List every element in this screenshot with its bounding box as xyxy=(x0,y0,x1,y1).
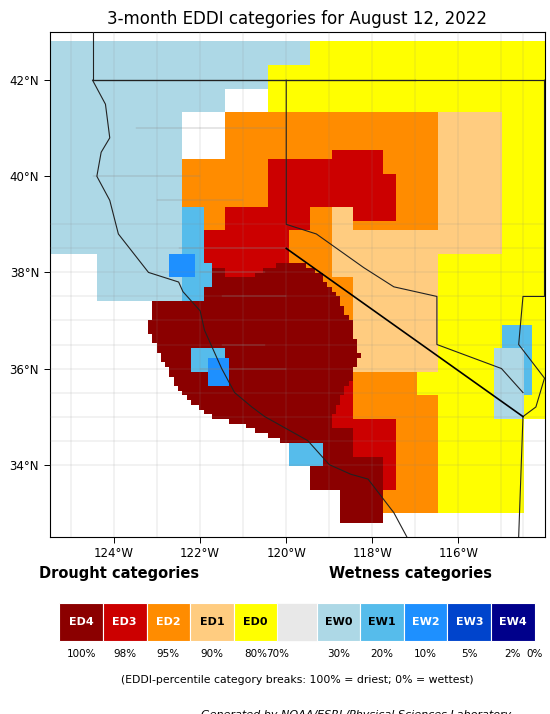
Title: 3-month EDDI categories for August 12, 2022: 3-month EDDI categories for August 12, 2… xyxy=(107,10,487,28)
Text: 20%: 20% xyxy=(371,649,394,659)
Text: 30%: 30% xyxy=(327,649,350,659)
Text: 80%: 80% xyxy=(244,649,267,659)
Bar xyxy=(146,603,190,640)
Text: ED3: ED3 xyxy=(113,617,137,627)
Text: EW4: EW4 xyxy=(499,617,527,627)
Text: 98%: 98% xyxy=(113,649,136,659)
Text: 95%: 95% xyxy=(157,649,180,659)
Text: 10%: 10% xyxy=(414,649,437,659)
Bar xyxy=(277,603,317,640)
Bar xyxy=(448,603,491,640)
Bar xyxy=(190,603,234,640)
Text: 90%: 90% xyxy=(200,649,223,659)
Text: Generated by NOAA/ESRL/Physical Sciences Laboratory: Generated by NOAA/ESRL/Physical Sciences… xyxy=(201,710,512,714)
Text: 2%: 2% xyxy=(504,649,521,659)
Text: EW1: EW1 xyxy=(368,617,396,627)
Bar xyxy=(59,603,103,640)
Text: 5%: 5% xyxy=(461,649,477,659)
Text: 100%: 100% xyxy=(67,649,96,659)
Text: EW3: EW3 xyxy=(455,617,483,627)
Text: ED1: ED1 xyxy=(200,617,224,627)
Bar xyxy=(317,603,360,640)
Bar xyxy=(103,603,146,640)
Text: EW0: EW0 xyxy=(325,617,353,627)
Text: ED0: ED0 xyxy=(243,617,268,627)
Text: Drought categories: Drought categories xyxy=(39,565,199,580)
Text: 0%: 0% xyxy=(526,649,543,659)
Text: ED4: ED4 xyxy=(69,617,94,627)
Text: 70%: 70% xyxy=(266,649,289,659)
Text: Wetness categories: Wetness categories xyxy=(329,565,492,580)
Bar xyxy=(491,603,535,640)
Bar xyxy=(404,603,448,640)
Text: EW2: EW2 xyxy=(412,617,439,627)
Text: (EDDI-percentile category breaks: 100% = driest; 0% = wettest): (EDDI-percentile category breaks: 100% =… xyxy=(120,675,474,685)
Text: ED2: ED2 xyxy=(156,617,180,627)
Bar xyxy=(360,603,404,640)
Bar xyxy=(234,603,277,640)
